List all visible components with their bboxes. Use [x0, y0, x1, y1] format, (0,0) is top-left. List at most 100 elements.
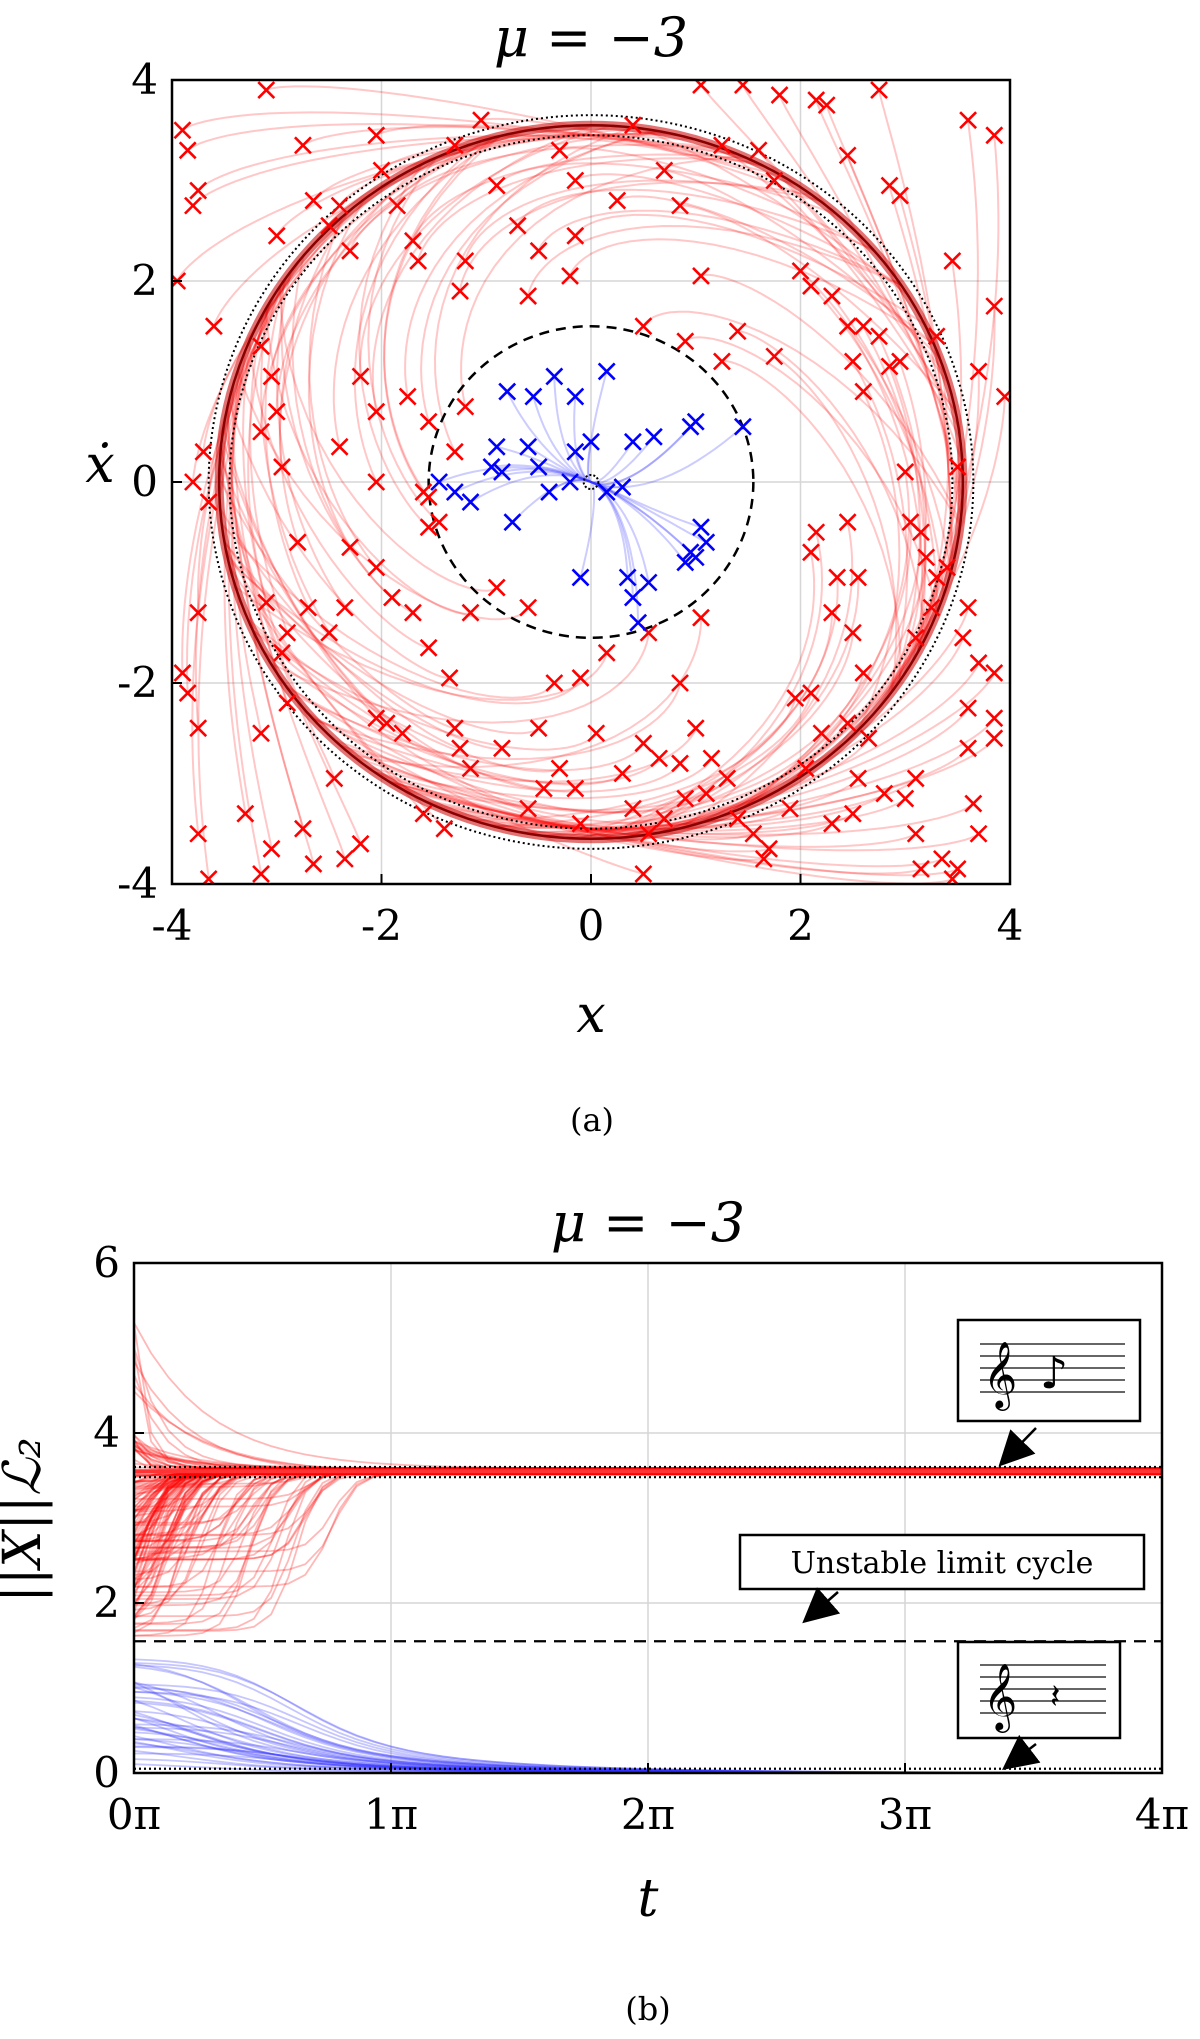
initial-point-red	[948, 458, 967, 476]
initial-point-red	[995, 387, 1010, 406]
initial-point-red	[367, 558, 386, 577]
trajectory-red	[404, 130, 659, 397]
marker-stroke	[571, 568, 590, 587]
initial-point-red	[278, 623, 297, 642]
trajectory-red	[275, 142, 474, 412]
marker-stroke	[194, 442, 213, 461]
initial-point-red	[367, 126, 386, 145]
trajectory-blue	[590, 481, 697, 559]
trajectory-red	[602, 577, 839, 840]
initial-point-red	[985, 297, 1004, 316]
initial-point-blue	[618, 568, 637, 587]
initial-point-red	[173, 664, 192, 682]
initial-point-red	[367, 473, 386, 491]
trajectory-red	[134, 1467, 1162, 1619]
reference-lines-b	[134, 1465, 1162, 1770]
trajectory-red	[379, 774, 953, 884]
marker-stroke	[802, 684, 820, 702]
trajectory-red	[846, 396, 1006, 742]
trajectory-red	[134, 1467, 1162, 1514]
trajectory-red	[902, 135, 1000, 677]
initial-point-red	[859, 729, 878, 748]
trajectory-red	[312, 717, 634, 814]
marker-stroke	[838, 513, 857, 532]
marker-stroke	[686, 548, 705, 567]
marker-stroke	[404, 603, 422, 622]
initial-point-red	[728, 322, 747, 341]
initial-point-red	[335, 598, 354, 617]
initial-point-red	[959, 598, 978, 617]
trajectory-red	[472, 697, 797, 822]
marker-stroke	[304, 191, 323, 210]
marker-stroke	[262, 839, 281, 858]
trajectory-blue	[590, 421, 697, 486]
trajectory-blue	[587, 371, 608, 483]
marker-stroke	[676, 789, 695, 808]
initial-point-red	[613, 764, 632, 783]
trajectory-red	[851, 361, 909, 698]
marker-stroke	[749, 141, 768, 160]
marker-stroke	[843, 623, 862, 642]
marker-stroke	[791, 262, 810, 280]
trajectory-red	[134, 1472, 1162, 1580]
trajectory-red	[887, 306, 996, 697]
trajectory-red	[857, 391, 901, 730]
marker-stroke	[184, 473, 202, 491]
y-tick-label: 2	[93, 1578, 120, 1627]
marker-stroke	[278, 623, 297, 642]
trajectory-red	[270, 136, 497, 377]
x-tick-label: -2	[361, 901, 402, 950]
y-tick-label: 0	[93, 1748, 120, 1797]
initial-point-red	[341, 241, 359, 260]
annotation-fixed-point: 𝄞 𝄽	[956, 1640, 1122, 1771]
trajectory-red	[373, 770, 765, 862]
treble-clef-icon: 𝄞	[983, 1662, 1017, 1733]
trajectory-red	[134, 1472, 1162, 1517]
marker-stroke	[828, 568, 847, 587]
initial-point-red	[896, 789, 915, 808]
initial-point-red	[623, 116, 642, 135]
initial-point-red	[985, 709, 1004, 728]
initial-point-red	[194, 442, 213, 461]
trajectory-red	[815, 99, 964, 500]
trajectory-red	[134, 1472, 1162, 1611]
initial-point-red	[419, 518, 438, 537]
initial-point-blue	[571, 568, 590, 587]
marker-stroke	[257, 81, 276, 99]
trajectory-blue	[511, 479, 592, 523]
trajectory-red	[280, 280, 414, 614]
marker-stroke	[938, 558, 957, 577]
initial-point-blue	[482, 458, 501, 476]
initial-point-red	[781, 799, 799, 818]
marker-stroke	[294, 819, 312, 838]
trajectory-red	[134, 1467, 1162, 1525]
marker-stroke	[273, 643, 291, 662]
marker-stroke	[728, 322, 747, 341]
trajectory-red	[134, 1473, 1162, 1589]
marker-stroke	[545, 674, 564, 692]
trajectory-blue	[454, 470, 592, 493]
trajectory-blue	[590, 481, 623, 489]
initial-conditions-a	[172, 80, 1010, 884]
marker-stroke	[189, 719, 208, 738]
initial-point-red	[823, 603, 841, 622]
initial-point-red	[451, 282, 469, 300]
initial-point-red	[519, 799, 538, 818]
trajectory-red	[265, 85, 798, 186]
trajectory-red	[846, 325, 924, 653]
initial-point-red	[718, 769, 737, 788]
initial-point-red	[676, 789, 695, 808]
initial-point-blue	[623, 432, 642, 451]
unstable-limit-cycle	[427, 324, 755, 640]
trajectory-red	[307, 198, 365, 548]
initial-point-red	[184, 196, 202, 215]
marker-stroke	[304, 854, 323, 873]
trajectory-red	[134, 1473, 1162, 1625]
initial-point-red	[534, 779, 553, 798]
initial-point-red	[294, 819, 312, 838]
initial-point-red	[843, 352, 862, 371]
trajectory-red	[417, 157, 755, 261]
arrow-to-unstable-cycle	[802, 1587, 841, 1624]
marker-stroke	[252, 422, 270, 441]
trajectory-red	[773, 355, 898, 693]
